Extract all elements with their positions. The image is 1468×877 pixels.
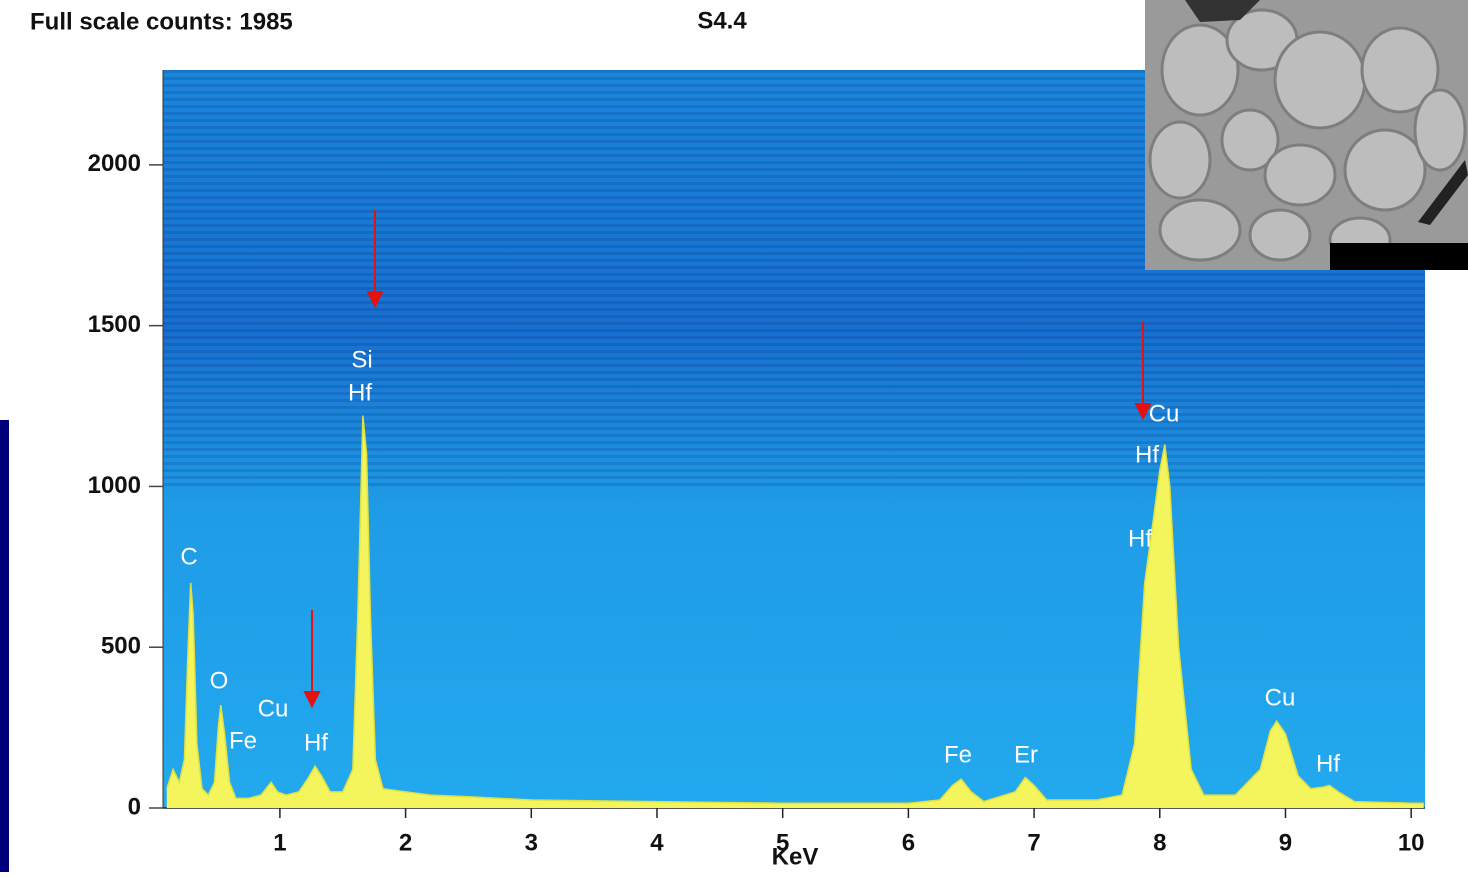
x-tick-label: 6 xyxy=(902,829,915,856)
peak-label: Hf xyxy=(348,379,372,406)
slide-edge xyxy=(0,420,9,872)
arrow-head xyxy=(1134,403,1152,421)
y-tick-label: 0 xyxy=(128,793,141,820)
spectrum-line xyxy=(166,415,1424,804)
x-tick-label: 2 xyxy=(399,829,412,856)
peak-label: Fe xyxy=(944,741,972,768)
x-tick-label: 8 xyxy=(1153,829,1166,856)
y-tick-label: 1000 xyxy=(88,472,141,499)
peak-label: C xyxy=(180,543,197,570)
x-tick-label: 5 xyxy=(776,829,789,856)
peak-label: Hf xyxy=(1316,750,1340,777)
peak-label: Cu xyxy=(258,695,289,722)
peak-label: Hf xyxy=(1135,441,1159,468)
peak-label: Er xyxy=(1014,741,1038,768)
peak-label: Fe xyxy=(229,727,257,754)
spectrum-area xyxy=(166,415,1424,808)
arrow-head xyxy=(303,691,321,709)
peak-label: Hf xyxy=(1128,525,1152,552)
arrows xyxy=(303,210,1152,709)
y-tick-label: 2000 xyxy=(88,150,141,177)
x-tick-label: 9 xyxy=(1279,829,1292,856)
peak-label: O xyxy=(210,667,229,694)
x-axis-label: KeV xyxy=(772,843,819,870)
peak-label: Cu xyxy=(1265,684,1296,711)
x-tick-label: 4 xyxy=(650,829,664,856)
y-tick-label: 500 xyxy=(101,633,141,660)
arrow-head xyxy=(366,291,384,309)
micrograph-inset xyxy=(1145,0,1468,270)
peak-label: Si xyxy=(351,346,372,373)
y-tick-label: 1500 xyxy=(88,311,141,338)
x-tick-label: 3 xyxy=(525,829,538,856)
x-tick-label: 7 xyxy=(1027,829,1040,856)
peak-label: Hf xyxy=(304,729,328,756)
x-tick-label: 1 xyxy=(273,829,286,856)
peak-label: Cu xyxy=(1149,400,1180,427)
chart-title: Full scale counts: 1985 xyxy=(30,8,293,35)
chart-subtitle: S4.4 xyxy=(697,7,747,34)
x-tick-label: 10 xyxy=(1398,829,1425,856)
